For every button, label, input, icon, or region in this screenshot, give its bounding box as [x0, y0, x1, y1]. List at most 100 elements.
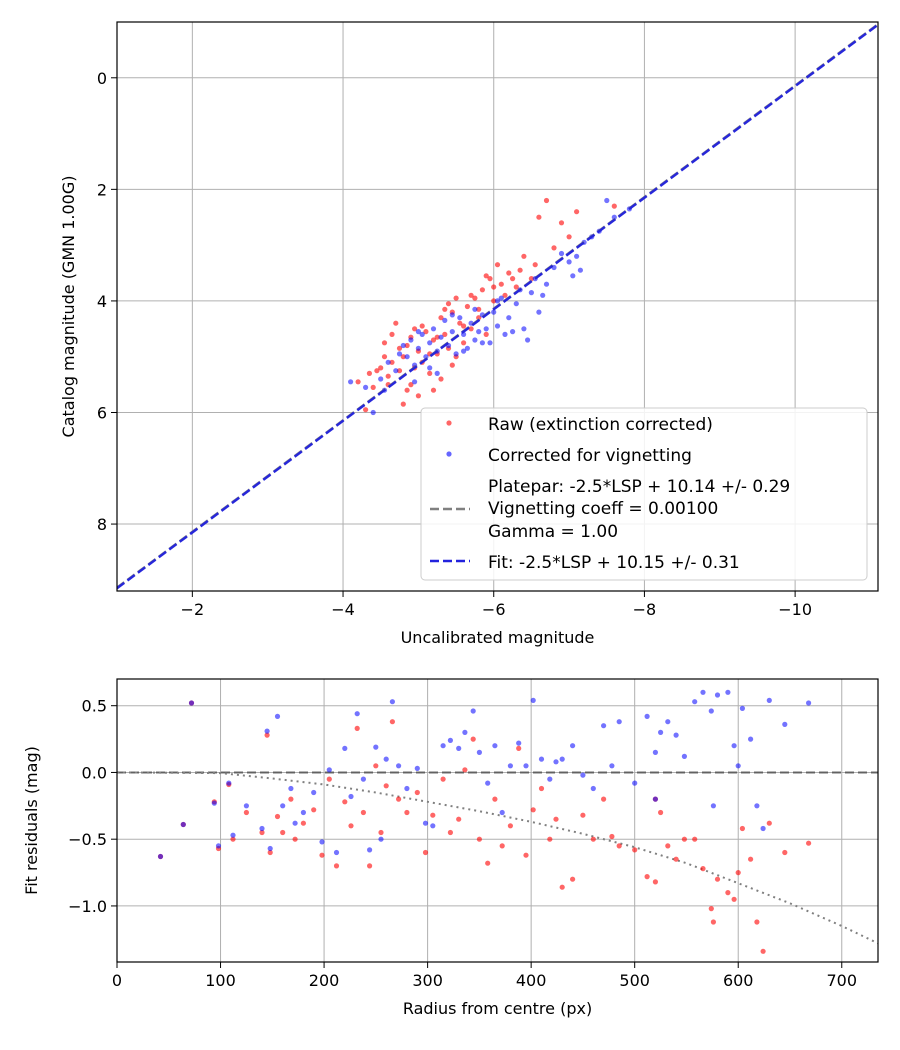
- top-point-raw: [468, 292, 474, 298]
- top-point-raw: [381, 340, 388, 346]
- top-point-corrected: [574, 253, 580, 259]
- top-ytick-label: 4: [97, 292, 107, 311]
- bottom-point-raw: [476, 836, 482, 842]
- top-point-corrected: [570, 273, 576, 279]
- top-point-corrected: [498, 295, 504, 301]
- bottom-point-corrected: [553, 759, 559, 765]
- bottom-point-raw: [462, 767, 468, 773]
- bottom-x-axis-label: Radius from centre (px): [403, 999, 592, 1018]
- top-xtick-label: −2: [181, 600, 205, 619]
- top-point-corrected: [442, 317, 448, 323]
- bottom-point-corrected: [616, 719, 622, 725]
- top-point-raw: [479, 287, 485, 293]
- bottom-point-corrected: [280, 803, 286, 809]
- top-point-raw: [491, 284, 497, 290]
- bottom-point-corrected: [652, 796, 659, 802]
- top-xtick-label: −8: [633, 600, 657, 619]
- bottom-series-corrected: [157, 689, 812, 860]
- bottom-point-raw: [288, 796, 294, 802]
- bottom-point-corrected: [658, 729, 664, 736]
- bottom-point-corrected: [547, 776, 553, 782]
- top-point-raw: [468, 326, 474, 332]
- bottom-point-corrected: [215, 843, 222, 849]
- bottom-point-raw: [430, 812, 436, 818]
- bottom-point-raw: [243, 809, 249, 816]
- top-axes-frame: [116, 21, 879, 592]
- top-point-raw: [415, 393, 421, 399]
- legend-entry-text: Corrected for vignetting: [488, 446, 692, 466]
- top-point-raw: [517, 267, 523, 273]
- top-point-raw: [513, 284, 519, 290]
- bottom-point-raw: [264, 732, 270, 738]
- top-point-raw: [551, 245, 557, 251]
- top-point-raw: [445, 301, 452, 307]
- bottom-point-raw: [447, 829, 453, 836]
- bottom-point-corrected: [652, 749, 659, 756]
- bottom-point-corrected: [632, 780, 638, 786]
- bottom-point-corrected: [476, 749, 482, 756]
- top-point-corrected: [509, 329, 516, 335]
- top-point-raw: [558, 220, 565, 226]
- top-point-corrected: [419, 331, 425, 337]
- bottom-point-raw: [440, 776, 446, 782]
- bottom-point-raw: [360, 809, 366, 816]
- bottom-xtick-label: 600: [723, 971, 754, 990]
- top-point-corrected: [415, 329, 421, 335]
- top-point-corrected: [558, 250, 565, 257]
- bottom-point-corrected: [673, 732, 679, 738]
- top-point-raw: [438, 376, 444, 382]
- bottom-point-raw: [492, 796, 498, 802]
- bottom-point-corrected: [492, 743, 498, 749]
- bottom-point-corrected: [806, 700, 812, 706]
- top-point-raw: [461, 323, 467, 329]
- top-point-raw: [396, 345, 403, 351]
- top-series-raw: [355, 197, 617, 413]
- bottom-point-corrected: [319, 839, 325, 845]
- top-point-corrected: [464, 345, 470, 351]
- bottom-point-raw: [378, 829, 384, 836]
- bottom-point-corrected: [226, 780, 232, 786]
- bottom-point-corrected: [300, 809, 306, 816]
- bottom-point-corrected: [422, 820, 429, 826]
- bottom-point-corrected: [267, 845, 273, 852]
- bottom-point-raw: [311, 807, 317, 813]
- bottom-panel: 0 100 200 300 400 500 600 700 0.5 0.0 −0.5 −1.0 Radi…: [22, 678, 879, 1018]
- bottom-point-corrected: [700, 689, 706, 695]
- bottom-point-corrected: [243, 803, 249, 809]
- top-ytick-label: 6: [97, 403, 107, 422]
- bottom-point-corrected: [609, 763, 615, 769]
- top-point-raw: [389, 359, 395, 365]
- top-point-raw: [494, 262, 501, 268]
- top-panel: −2 −4 −6 −8 −10 0 2 4 6 8 Uncalibrated magnitude Ca…: [59, 21, 879, 647]
- top-xtick-label: −4: [331, 600, 355, 619]
- bottom-point-raw: [731, 896, 737, 902]
- bottom-point-corrected: [311, 789, 317, 796]
- bottom-point-corrected: [570, 743, 576, 749]
- top-point-raw: [400, 401, 406, 407]
- top-point-raw: [449, 362, 455, 368]
- bottom-point-corrected: [559, 756, 565, 762]
- bottom-point-corrected: [389, 699, 395, 705]
- bottom-point-corrected: [665, 719, 671, 725]
- top-point-raw: [370, 384, 376, 390]
- bottom-point-raw: [658, 809, 664, 816]
- bottom-point-corrected: [414, 765, 420, 772]
- top-point-corrected: [604, 197, 610, 204]
- top-point-corrected: [449, 329, 455, 335]
- top-point-corrected: [427, 365, 433, 371]
- bottom-point-corrected: [157, 853, 164, 860]
- bottom-point-raw: [507, 823, 513, 829]
- top-point-raw: [442, 306, 448, 312]
- legend-marker: [446, 451, 452, 457]
- bottom-point-raw: [616, 843, 622, 849]
- top-y-axis-label: Catalog magnitude (GMN 1.00G): [59, 176, 78, 438]
- top-point-corrected: [521, 326, 527, 332]
- bottom-xtick-label: 100: [205, 971, 236, 990]
- bottom-ytick-label: 0.5: [82, 697, 107, 716]
- bottom-xtick-label: 400: [516, 971, 547, 990]
- bottom-point-raw: [644, 874, 650, 880]
- top-point-corrected: [487, 340, 493, 346]
- bottom-point-corrected: [692, 699, 698, 705]
- top-point-corrected: [404, 354, 410, 360]
- bottom-point-corrected: [447, 737, 453, 744]
